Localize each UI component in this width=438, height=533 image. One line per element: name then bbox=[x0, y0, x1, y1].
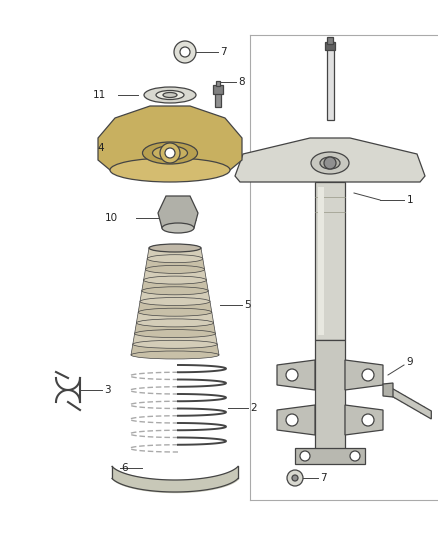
Text: 8: 8 bbox=[238, 77, 245, 87]
Ellipse shape bbox=[138, 308, 212, 316]
Ellipse shape bbox=[144, 276, 206, 284]
Ellipse shape bbox=[133, 340, 217, 348]
Ellipse shape bbox=[162, 223, 194, 233]
Circle shape bbox=[180, 47, 190, 57]
Text: 4: 4 bbox=[97, 143, 104, 153]
Circle shape bbox=[287, 470, 303, 486]
Bar bbox=[215, 93, 221, 107]
Text: 5: 5 bbox=[244, 300, 251, 310]
Text: 1: 1 bbox=[407, 195, 413, 205]
Circle shape bbox=[350, 451, 360, 461]
Polygon shape bbox=[235, 138, 425, 182]
Polygon shape bbox=[158, 196, 198, 228]
Ellipse shape bbox=[136, 319, 214, 327]
Bar bbox=[315, 340, 345, 460]
Ellipse shape bbox=[131, 351, 219, 359]
Ellipse shape bbox=[149, 244, 201, 252]
Bar bbox=[315, 182, 345, 340]
Polygon shape bbox=[277, 405, 315, 435]
Polygon shape bbox=[142, 280, 208, 291]
Text: 10: 10 bbox=[105, 213, 118, 223]
Polygon shape bbox=[140, 291, 210, 302]
Ellipse shape bbox=[163, 93, 177, 98]
Ellipse shape bbox=[140, 297, 210, 305]
Polygon shape bbox=[345, 405, 383, 435]
Polygon shape bbox=[144, 269, 206, 280]
Circle shape bbox=[362, 414, 374, 426]
Bar bbox=[327, 37, 333, 44]
Polygon shape bbox=[345, 360, 383, 390]
Polygon shape bbox=[147, 248, 203, 259]
Circle shape bbox=[292, 475, 298, 481]
Circle shape bbox=[174, 41, 196, 63]
Polygon shape bbox=[388, 386, 431, 419]
Circle shape bbox=[362, 369, 374, 381]
Text: 9: 9 bbox=[406, 357, 413, 367]
Bar bbox=[295, 448, 365, 464]
Ellipse shape bbox=[145, 265, 205, 273]
Ellipse shape bbox=[320, 157, 340, 169]
Ellipse shape bbox=[156, 91, 184, 100]
Polygon shape bbox=[145, 259, 205, 269]
Text: 3: 3 bbox=[104, 385, 111, 395]
Text: 11: 11 bbox=[93, 90, 106, 100]
Text: 7: 7 bbox=[320, 473, 327, 483]
Ellipse shape bbox=[311, 152, 349, 174]
Text: 7: 7 bbox=[220, 47, 226, 57]
Polygon shape bbox=[277, 360, 315, 390]
Circle shape bbox=[324, 157, 336, 169]
Polygon shape bbox=[98, 106, 242, 170]
Polygon shape bbox=[131, 344, 219, 355]
Bar bbox=[216, 81, 220, 86]
Circle shape bbox=[300, 451, 310, 461]
Polygon shape bbox=[383, 383, 393, 397]
Polygon shape bbox=[136, 312, 214, 323]
Ellipse shape bbox=[142, 287, 208, 295]
Ellipse shape bbox=[110, 158, 230, 182]
Bar bbox=[318, 187, 324, 335]
Text: 2: 2 bbox=[250, 403, 257, 413]
Bar bbox=[326, 42, 333, 120]
Polygon shape bbox=[138, 302, 212, 312]
Ellipse shape bbox=[147, 255, 203, 263]
Ellipse shape bbox=[144, 87, 196, 103]
Text: 6: 6 bbox=[121, 463, 128, 473]
Ellipse shape bbox=[134, 329, 215, 337]
Ellipse shape bbox=[142, 142, 198, 164]
Circle shape bbox=[286, 369, 298, 381]
Polygon shape bbox=[134, 323, 215, 334]
Polygon shape bbox=[133, 334, 217, 344]
Circle shape bbox=[286, 414, 298, 426]
Bar bbox=[213, 85, 223, 94]
Circle shape bbox=[165, 148, 175, 158]
Circle shape bbox=[160, 143, 180, 163]
Bar bbox=[325, 42, 335, 50]
Ellipse shape bbox=[152, 146, 187, 160]
